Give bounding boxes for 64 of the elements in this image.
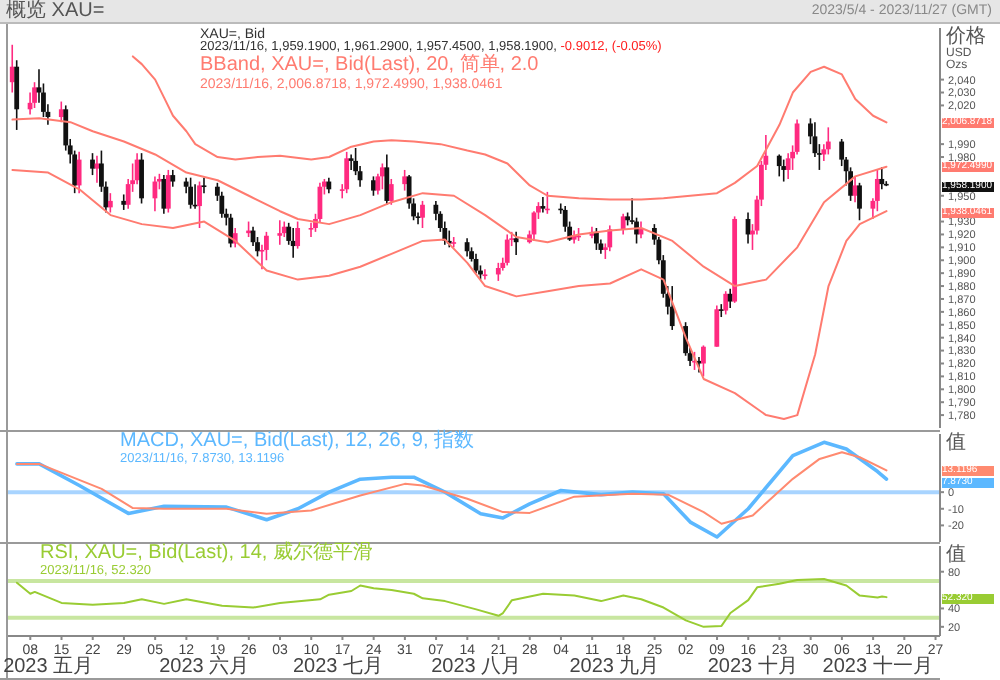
x2-tick-label: 2023 十一月: [820, 656, 935, 678]
candlestick: [348, 153, 354, 171]
candlestick: [785, 152, 791, 180]
candlestick: [90, 152, 95, 176]
candlestick: [344, 151, 350, 194]
candlestick: [264, 231, 269, 262]
candlestick: [295, 220, 301, 250]
candlestick: [669, 285, 675, 331]
x2-tick-label: 2023 八月: [429, 656, 524, 678]
candlestick: [188, 176, 194, 210]
candlestick: [76, 151, 82, 194]
candlestick: [562, 205, 568, 233]
candlestick: [277, 219, 283, 246]
candlestick: [94, 154, 100, 184]
candlestick: [879, 166, 885, 191]
candlestick: [121, 193, 127, 211]
candlestick: [161, 174, 167, 215]
candlestick: [197, 180, 202, 229]
candlestick: [607, 224, 613, 253]
candlestick: [495, 262, 501, 282]
candlestick: [201, 176, 207, 194]
line-series: [131, 55, 888, 201]
line-series: [15, 451, 888, 525]
candlestick: [513, 231, 519, 256]
candlestick: [776, 153, 782, 178]
x2-tick-label: 2023 十月: [707, 656, 798, 678]
candlestick: [14, 59, 20, 131]
candlestick: [718, 303, 724, 318]
annotation: BBand, XAU=, Bid(Last), 20, 简单, 2.0: [200, 54, 541, 77]
candlestick: [701, 344, 706, 378]
candlestick: [781, 158, 787, 183]
candlestick: [219, 191, 225, 219]
candlestick: [139, 152, 144, 205]
candlestick: [714, 304, 720, 348]
candlestick: [825, 126, 831, 156]
line-series: [11, 168, 888, 420]
candlestick: [504, 233, 510, 267]
x2-tick-label: 2023 六月: [157, 656, 252, 678]
text: 概览 XAU=: [6, 0, 105, 22]
y-axis-title: 值: [946, 432, 966, 454]
candlestick: [723, 290, 729, 316]
candlestick: [402, 169, 408, 192]
candlestick: [165, 169, 171, 214]
y-axis-title: 值: [946, 544, 966, 566]
candlestick: [32, 81, 37, 109]
candlestick: [874, 169, 880, 213]
candlestick: [388, 178, 394, 206]
candlestick: [228, 213, 234, 249]
candlestick: [420, 200, 425, 229]
candlestick: [540, 196, 546, 214]
candlestick: [482, 268, 488, 281]
x2-tick-label: 2023 五月: [1, 656, 96, 678]
x2-tick-label: 2023 九月: [567, 656, 662, 678]
chart-title: MACD, XAU=, Bid(Last), 12, 26, 9, 指数: [120, 430, 475, 452]
line-series: [15, 578, 888, 628]
candlestick: [384, 153, 390, 206]
x2-tick-label: 2023 七月: [290, 656, 385, 678]
chart-title: RSI, XAU=, Bid(Last), 14, 威尔德平滑: [40, 542, 373, 564]
candlestick: [620, 213, 626, 236]
candlestick: [371, 175, 376, 197]
candlestick: [107, 192, 113, 214]
candlestick: [451, 236, 457, 249]
candlestick: [308, 222, 314, 238]
candlestick: [857, 182, 862, 222]
